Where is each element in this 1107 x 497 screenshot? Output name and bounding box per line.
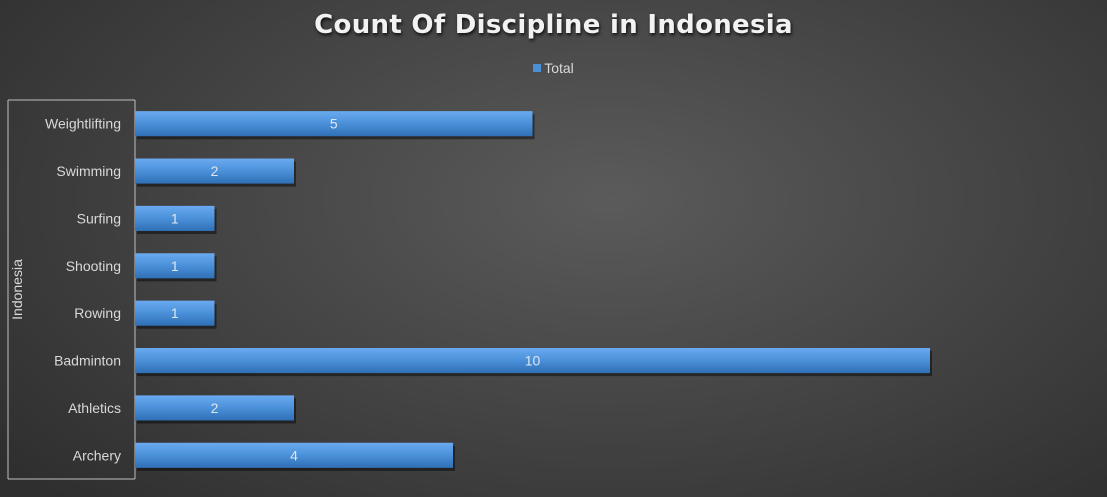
data-label-weightlifting: 5 xyxy=(330,116,338,132)
category-label-athletics: Athletics xyxy=(68,400,121,416)
category-label-rowing: Rowing xyxy=(74,305,121,321)
bar-swimming xyxy=(135,158,294,184)
legend-label-total: Total xyxy=(544,60,574,76)
data-label-swimming: 2 xyxy=(211,163,219,179)
data-label-shooting: 1 xyxy=(171,258,179,274)
bar-surfing xyxy=(135,205,215,231)
data-label-rowing: 1 xyxy=(171,305,179,321)
category-label-swimming: Swimming xyxy=(56,163,121,179)
category-label-shooting: Shooting xyxy=(66,258,121,274)
bar-rowing xyxy=(135,300,215,326)
axis-group: Indonesia xyxy=(7,99,136,480)
category-label-weightlifting: Weightlifting xyxy=(45,116,121,132)
data-label-archery: 4 xyxy=(290,447,298,463)
data-label-badminton: 10 xyxy=(525,353,541,369)
bar-shooting xyxy=(135,253,215,279)
bar-weightlifting xyxy=(135,111,533,137)
group-label: Indonesia xyxy=(9,259,25,320)
legend: Total xyxy=(0,60,1107,76)
bar-badminton xyxy=(135,348,930,374)
data-label-athletics: 2 xyxy=(211,400,219,416)
category-label-archery: Archery xyxy=(73,447,121,463)
category-label-surfing: Surfing xyxy=(77,210,121,226)
labels-group: Weightlifting 5 Swimming 2 Surfing 1 Shooting 1… xyxy=(45,116,541,464)
category-label-badminton: Badminton xyxy=(54,353,121,369)
bar-archery xyxy=(135,442,453,468)
legend-swatch-total xyxy=(533,64,542,72)
data-label-surfing: 1 xyxy=(171,210,179,226)
bars-group xyxy=(135,111,932,471)
bar-athletics xyxy=(135,395,294,421)
chart-title: Count Of Discipline in Indonesia xyxy=(314,10,793,40)
